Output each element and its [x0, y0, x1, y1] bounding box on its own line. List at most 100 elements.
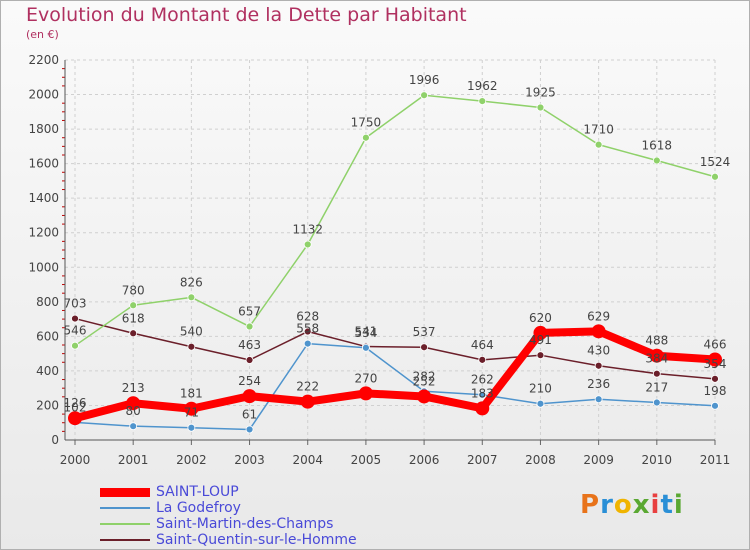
data-point	[478, 97, 487, 106]
data-point	[594, 361, 603, 370]
y-tick-label: 400	[36, 364, 59, 378]
y-tick-label: 1800	[28, 122, 59, 136]
data-label: 262	[471, 373, 494, 387]
series-line-0	[71, 327, 719, 423]
x-tick-label: 2006	[409, 453, 440, 467]
logo-letter: o	[613, 490, 633, 520]
data-label: 282	[413, 369, 436, 383]
data-label: 1750	[351, 116, 382, 130]
data-point	[711, 374, 719, 383]
legend-swatch	[100, 507, 150, 509]
data-label: 491	[529, 333, 552, 347]
x-tick-label: 2003	[234, 453, 265, 467]
logo-letter: t	[660, 490, 674, 520]
legend-swatch	[100, 487, 150, 497]
y-tick-label: 2200	[28, 53, 59, 67]
legend-swatch	[100, 523, 150, 525]
data-label: 826	[180, 275, 203, 289]
data-label: 181	[180, 387, 203, 401]
data-label: 537	[413, 325, 436, 339]
x-tick-label: 2002	[176, 453, 207, 467]
y-tick-label: 2000	[28, 88, 59, 102]
data-point	[649, 348, 664, 363]
data-label: 464	[471, 338, 494, 352]
data-point	[303, 327, 312, 336]
data-point	[711, 172, 719, 181]
legend-label: SAINT-LOUP	[156, 484, 239, 500]
x-tick-label: 2008	[525, 453, 556, 467]
legend-item: Saint-Quentin-sur-le-Homme	[100, 532, 460, 548]
data-label: 780	[122, 283, 145, 297]
data-label: 1618	[642, 139, 673, 153]
data-label: 354	[704, 357, 727, 371]
data-point	[708, 352, 722, 367]
chart-subtitle: (en €)	[26, 28, 59, 41]
series-line-2	[74, 94, 716, 347]
data-point	[242, 389, 257, 404]
data-label: 210	[529, 382, 552, 396]
data-label: 198	[704, 384, 727, 398]
data-point	[358, 386, 373, 401]
data-point	[187, 293, 196, 302]
data-label: 703	[64, 297, 87, 311]
y-tick-label: 200	[36, 398, 59, 412]
chart-title: Evolution du Montant de la Dette par Hab…	[26, 4, 467, 26]
data-label: 183	[471, 386, 494, 400]
data-point	[129, 422, 138, 431]
data-label: 1962	[467, 79, 498, 93]
logo-letter: x	[632, 490, 651, 520]
data-label: 252	[413, 374, 436, 388]
y-tick-label: 1400	[28, 191, 59, 205]
data-point	[184, 401, 199, 416]
y-tick-label: 600	[36, 329, 59, 343]
legend-item: SAINT-LOUP	[100, 484, 460, 500]
data-point	[652, 156, 661, 165]
data-point	[591, 324, 606, 339]
legend-label: Saint-Quentin-sur-le-Homme	[156, 532, 357, 548]
data-point	[478, 355, 487, 364]
x-tick-label: 2009	[583, 453, 614, 467]
data-label: 558	[296, 322, 319, 336]
logo-letter: P	[580, 490, 601, 520]
data-label: 217	[645, 381, 668, 395]
data-point	[245, 425, 254, 434]
data-point	[475, 401, 490, 416]
data-point	[594, 395, 603, 404]
data-point	[362, 343, 370, 352]
data-label: 1925	[525, 86, 556, 100]
data-label: 1524	[700, 155, 731, 169]
y-tick-label: 0	[51, 433, 59, 447]
data-label: 618	[122, 311, 145, 325]
data-point	[303, 240, 312, 249]
data-point	[536, 399, 545, 408]
data-label: 546	[64, 324, 87, 338]
data-point	[420, 343, 428, 352]
proxiti-logo: Proxiti	[580, 490, 684, 520]
data-label: 488	[645, 334, 668, 348]
data-label: 463	[238, 338, 261, 352]
data-point	[594, 140, 603, 149]
data-point	[187, 423, 196, 432]
x-tick-label: 2001	[118, 453, 149, 467]
data-point	[362, 133, 370, 142]
data-point	[478, 390, 487, 399]
data-label: 657	[238, 305, 261, 319]
line-chart: 0 200 400 600 800 1000 1200 1400 1600 1800 2000 220…	[28, 53, 731, 467]
x-tick-label: 2011	[700, 453, 731, 467]
data-point	[533, 325, 548, 340]
y-tick-label: 1000	[28, 260, 59, 274]
data-point	[71, 341, 79, 350]
legend-item: Saint-Martin-des-Champs	[100, 516, 460, 532]
data-point	[652, 398, 661, 407]
data-point	[303, 339, 312, 348]
logo-letter: i	[673, 490, 684, 520]
data-label: 384	[645, 352, 668, 366]
series-line-1	[74, 342, 716, 431]
data-label: 236	[587, 377, 610, 391]
data-label: 71	[184, 406, 199, 420]
x-tick-label: 2010	[642, 453, 673, 467]
data-point	[129, 329, 138, 338]
series-line-3	[74, 317, 716, 380]
legend-label: La Godefroy	[156, 500, 241, 516]
